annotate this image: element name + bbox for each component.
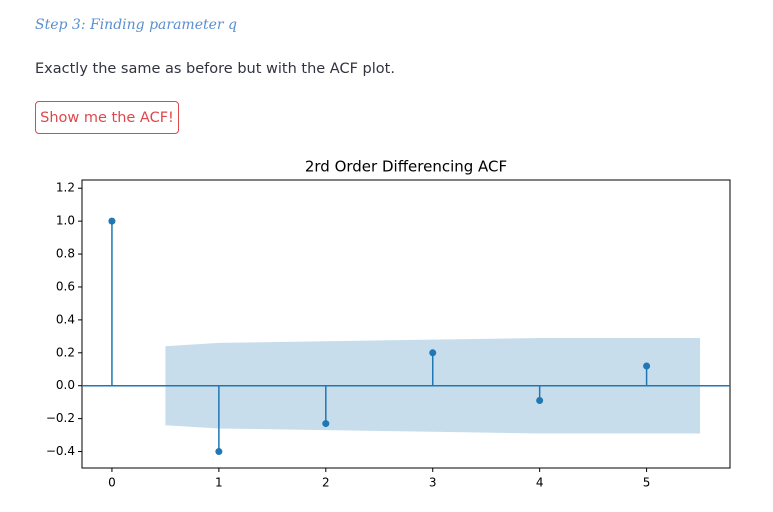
- x-tick-label: 5: [643, 476, 651, 490]
- stem-marker: [643, 362, 651, 370]
- y-tick-label: 1.0: [56, 214, 75, 228]
- x-tick-label: 1: [215, 476, 223, 490]
- x-tick-label: 4: [536, 476, 544, 490]
- stem-marker: [215, 448, 223, 456]
- show-acf-button[interactable]: Show me the ACF!: [35, 101, 179, 134]
- stem-marker: [322, 420, 330, 428]
- y-tick-label: 0.6: [56, 279, 75, 293]
- x-tick-label: 3: [429, 476, 437, 490]
- x-tick-label: 2: [322, 476, 330, 490]
- y-tick-label: 1.2: [56, 181, 75, 195]
- step-heading: Step 3: Finding parameter q: [35, 17, 237, 33]
- stem-marker: [429, 349, 437, 357]
- y-tick-label: 0.8: [56, 247, 75, 261]
- y-tick-label: 0.2: [56, 345, 75, 359]
- x-tick-label: 0: [108, 476, 116, 490]
- y-tick-label: −0.2: [46, 411, 75, 425]
- stem-marker: [108, 217, 116, 225]
- chart-title: 2rd Order Differencing ACF: [305, 158, 507, 176]
- y-tick-label: 0.4: [56, 312, 75, 326]
- y-tick-label: −0.4: [46, 444, 75, 458]
- description: Exactly the same as before but with the …: [35, 61, 395, 77]
- stem-marker: [536, 397, 544, 405]
- plot-frame: [81, 179, 731, 469]
- y-tick-label: 0.0: [56, 378, 75, 392]
